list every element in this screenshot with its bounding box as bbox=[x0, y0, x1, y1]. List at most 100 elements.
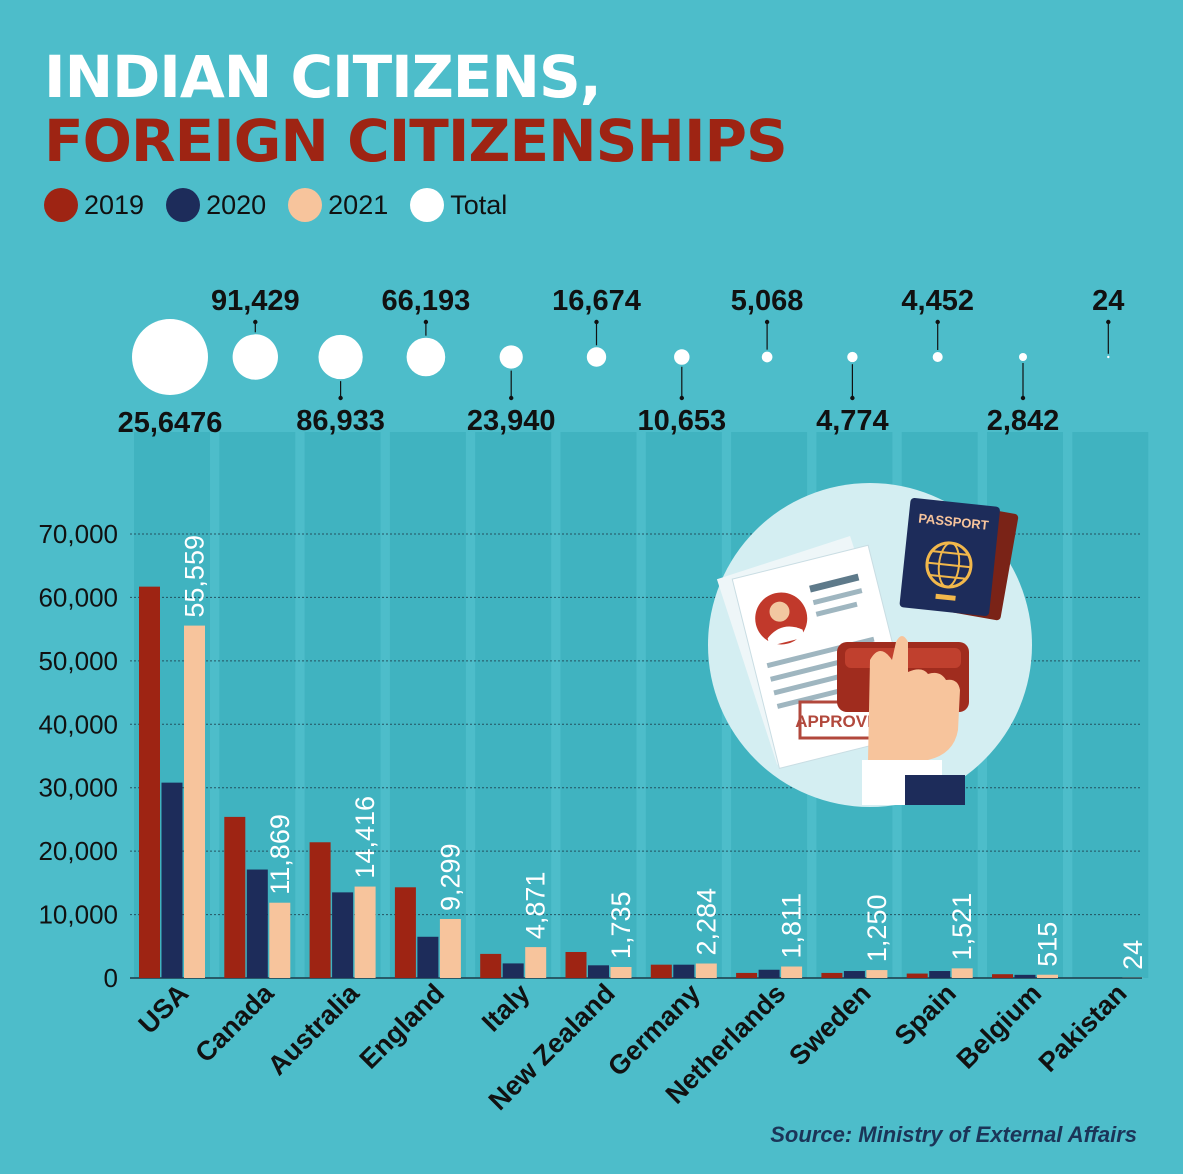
bar-2019 bbox=[480, 953, 502, 978]
data-label-2021: 1,811 bbox=[777, 893, 807, 959]
legend-swatch-2021 bbox=[288, 188, 323, 222]
data-label-2021: 24 bbox=[1118, 940, 1148, 970]
source-note: Source: Ministry of External Affairs bbox=[770, 1122, 1137, 1147]
total-connector-dot bbox=[253, 319, 258, 325]
bar-2020 bbox=[758, 969, 780, 978]
bar-2019 bbox=[309, 842, 331, 978]
sleeve bbox=[905, 775, 965, 805]
bar-2020 bbox=[929, 971, 951, 978]
bar-2020 bbox=[502, 963, 524, 978]
data-label-2021: 1,521 bbox=[947, 893, 977, 961]
bar-2021 bbox=[525, 947, 547, 978]
bar-2019 bbox=[139, 586, 160, 978]
total-connector-dot bbox=[935, 319, 940, 325]
data-label-2021: 1,250 bbox=[862, 894, 892, 962]
data-label-2021: 1,735 bbox=[606, 891, 636, 959]
passport-icon: PASSPORT bbox=[899, 497, 1000, 616]
x-tick-label: Sweden bbox=[783, 978, 876, 1071]
total-bubble bbox=[761, 351, 773, 363]
legend-label-2019: 2019 bbox=[84, 189, 145, 220]
total-bubble bbox=[674, 349, 690, 365]
total-label: 86,933 bbox=[296, 405, 385, 437]
total-connector-dot bbox=[1020, 395, 1026, 401]
bar-2020 bbox=[843, 971, 865, 978]
y-tick-label: 20,000 bbox=[38, 836, 118, 866]
data-label-2021: 2,284 bbox=[691, 888, 721, 956]
background-stripe bbox=[560, 432, 637, 978]
x-tick-label: Spain bbox=[889, 978, 962, 1051]
bar-2020 bbox=[246, 869, 268, 978]
bar-2019 bbox=[821, 972, 843, 978]
bar-2020 bbox=[588, 965, 609, 978]
legend-label-2020: 2020 bbox=[206, 189, 267, 220]
total-label: 24 bbox=[1092, 285, 1124, 317]
total-bubble bbox=[586, 347, 607, 367]
background-stripe bbox=[1072, 432, 1149, 978]
totals-bubbles: 25,6476 91,429 86,933 66,193 23,940 16,674 10,… bbox=[118, 285, 1125, 439]
total-bubble bbox=[932, 351, 943, 363]
bar-2020 bbox=[161, 782, 183, 978]
legend-swatch-2020 bbox=[166, 188, 201, 222]
legend-label-total: Total bbox=[450, 189, 508, 220]
background-stripe bbox=[645, 432, 722, 978]
total-label: 4,452 bbox=[901, 285, 974, 317]
legend-item-2021: 2021 bbox=[288, 188, 388, 222]
bar-2019 bbox=[736, 972, 758, 978]
legend-swatch-2019 bbox=[44, 188, 78, 222]
title-line-1: INDIAN CITIZENS, bbox=[44, 43, 602, 111]
total-label: 66,193 bbox=[382, 285, 471, 317]
total-bubble bbox=[499, 345, 523, 369]
y-tick-label: 40,000 bbox=[38, 709, 118, 739]
total-bubble bbox=[132, 319, 208, 395]
total-connector-dot bbox=[764, 319, 770, 325]
legend-swatch-total bbox=[410, 188, 445, 222]
bar-2021 bbox=[610, 966, 632, 978]
total-label: 16,674 bbox=[552, 285, 641, 317]
bar-2019 bbox=[394, 887, 416, 978]
bar-2019 bbox=[992, 974, 1013, 978]
total-label: 5,068 bbox=[731, 285, 804, 317]
grid-lines bbox=[130, 533, 1142, 979]
total-bubble bbox=[1018, 352, 1028, 362]
total-bubble bbox=[847, 351, 858, 363]
total-label: 2,842 bbox=[987, 405, 1060, 437]
background-stripe bbox=[389, 432, 466, 978]
y-tick-label: 10,000 bbox=[38, 900, 118, 930]
bar-2021 bbox=[1037, 974, 1058, 978]
hand-icon bbox=[868, 636, 960, 760]
data-label-2021: 515 bbox=[1033, 922, 1063, 967]
total-bubble bbox=[318, 334, 363, 380]
bar-2019 bbox=[650, 964, 672, 978]
bar-2019 bbox=[565, 951, 587, 978]
y-tick-label: 70,000 bbox=[38, 519, 118, 549]
total-label: 25,6476 bbox=[118, 407, 223, 439]
total-connector-dot bbox=[509, 395, 514, 401]
bar-2019 bbox=[224, 816, 246, 978]
bar-2020 bbox=[1014, 974, 1036, 978]
x-tick-label: USA bbox=[133, 978, 195, 1040]
bar-2021 bbox=[354, 886, 376, 978]
bars bbox=[139, 586, 1144, 978]
bar-2020 bbox=[673, 964, 695, 978]
passport-text: PASSPORT bbox=[918, 511, 990, 533]
bar-2021 bbox=[781, 966, 803, 978]
background-stripe bbox=[475, 432, 552, 978]
data-label-2021: 11,869 bbox=[265, 814, 295, 895]
total-bubble bbox=[406, 337, 446, 377]
legend-item-2020: 2020 bbox=[166, 188, 266, 222]
x-tick-label: Australia bbox=[262, 977, 366, 1081]
legend-item-total: Total bbox=[410, 188, 507, 222]
total-bubble bbox=[232, 334, 278, 380]
total-label: 4,774 bbox=[816, 405, 889, 437]
total-label: 91,429 bbox=[211, 285, 300, 317]
data-label-2021: 9,299 bbox=[435, 843, 465, 911]
total-connector-dot bbox=[850, 395, 855, 401]
total-connector-dot bbox=[1106, 319, 1111, 325]
bar-2019 bbox=[906, 973, 928, 978]
x-tick-label: England bbox=[354, 978, 451, 1075]
data-label-2021: 14,416 bbox=[350, 796, 380, 879]
bar-2021 bbox=[951, 968, 973, 978]
legend-label-2021: 2021 bbox=[328, 189, 389, 220]
